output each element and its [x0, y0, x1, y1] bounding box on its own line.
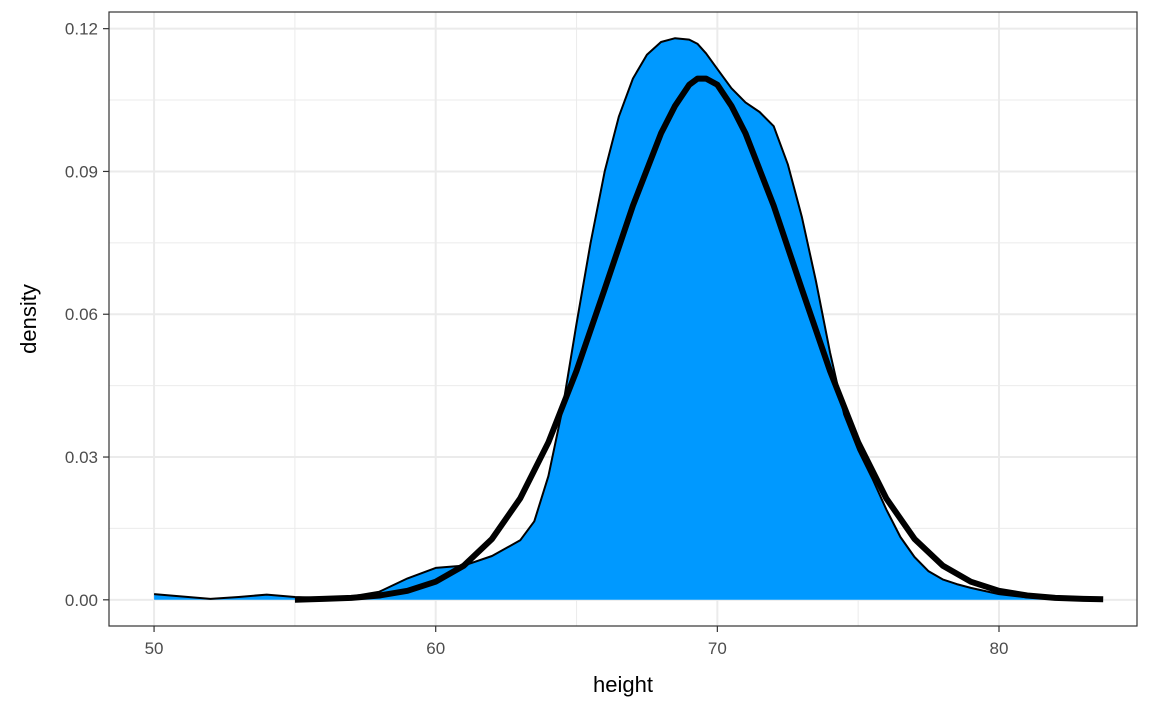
x-tick-label: 50 [145, 639, 164, 658]
series-layer [154, 37, 1104, 603]
x-tick-label: 80 [990, 639, 1009, 658]
x-axis-title: height [593, 672, 653, 697]
density-outline [154, 37, 1070, 601]
panel-border [108, 11, 1138, 627]
y-tick-label: 0.12 [65, 20, 98, 39]
x-axis: 50 60 70 80 [145, 626, 1009, 658]
y-axis: 0.00 0.03 0.06 0.09 0.12 [65, 20, 109, 610]
y-tick-label: 0.03 [65, 448, 98, 467]
y-tick-label: 0.06 [65, 305, 98, 324]
y-axis-title: density [16, 284, 41, 354]
density-area [154, 38, 1070, 600]
normal-curve-line [294, 75, 1104, 603]
y-tick-label: 0.00 [65, 591, 98, 610]
x-tick-label: 70 [708, 639, 727, 658]
y-tick-label: 0.09 [65, 162, 98, 181]
x-tick-label: 60 [426, 639, 445, 658]
